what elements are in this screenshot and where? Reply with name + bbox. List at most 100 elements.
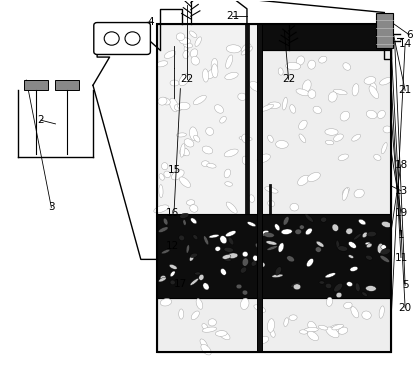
Ellipse shape [191, 218, 197, 224]
Bar [158, 24, 259, 214]
Ellipse shape [378, 243, 383, 253]
Circle shape [104, 32, 119, 45]
Ellipse shape [242, 258, 248, 266]
Ellipse shape [225, 182, 233, 186]
Ellipse shape [176, 33, 185, 41]
Ellipse shape [283, 217, 289, 225]
Ellipse shape [189, 31, 197, 38]
Ellipse shape [186, 245, 189, 253]
Ellipse shape [352, 84, 359, 96]
Ellipse shape [308, 331, 318, 341]
Ellipse shape [208, 319, 216, 326]
Text: 12: 12 [166, 241, 178, 251]
Ellipse shape [242, 290, 248, 295]
Ellipse shape [321, 217, 327, 222]
Text: 1: 1 [398, 230, 404, 240]
Ellipse shape [334, 89, 347, 95]
Ellipse shape [222, 255, 231, 259]
Ellipse shape [334, 134, 343, 141]
Ellipse shape [179, 309, 184, 319]
Ellipse shape [296, 89, 310, 96]
Ellipse shape [266, 241, 277, 245]
Ellipse shape [193, 234, 198, 240]
Ellipse shape [251, 261, 257, 266]
Ellipse shape [379, 306, 384, 318]
Ellipse shape [170, 98, 178, 112]
Ellipse shape [325, 273, 336, 278]
Ellipse shape [159, 174, 164, 180]
Ellipse shape [276, 141, 288, 148]
Ellipse shape [257, 154, 270, 163]
Ellipse shape [299, 120, 307, 130]
Ellipse shape [226, 202, 237, 213]
Ellipse shape [281, 229, 292, 234]
Ellipse shape [201, 344, 211, 355]
Ellipse shape [308, 90, 316, 98]
Ellipse shape [211, 58, 217, 71]
Ellipse shape [160, 298, 172, 306]
Ellipse shape [290, 203, 299, 211]
Ellipse shape [241, 267, 247, 273]
Text: 21: 21 [398, 86, 412, 95]
Text: 2: 2 [38, 115, 44, 125]
Ellipse shape [342, 188, 349, 195]
Ellipse shape [170, 80, 179, 86]
Ellipse shape [326, 283, 332, 288]
Ellipse shape [352, 134, 361, 141]
Ellipse shape [366, 286, 376, 291]
Ellipse shape [349, 242, 356, 248]
Ellipse shape [336, 292, 342, 298]
Ellipse shape [220, 269, 226, 275]
Ellipse shape [268, 135, 273, 142]
Ellipse shape [202, 69, 209, 82]
Ellipse shape [381, 245, 386, 249]
Ellipse shape [268, 102, 281, 109]
Text: 22: 22 [180, 74, 193, 85]
Ellipse shape [247, 222, 256, 227]
Ellipse shape [249, 82, 262, 91]
Text: 17: 17 [174, 279, 187, 288]
Ellipse shape [223, 257, 231, 261]
Ellipse shape [259, 262, 265, 267]
Ellipse shape [378, 110, 385, 119]
Ellipse shape [191, 56, 199, 65]
Ellipse shape [176, 133, 186, 137]
Ellipse shape [215, 246, 220, 251]
Ellipse shape [228, 237, 234, 245]
Ellipse shape [255, 243, 261, 249]
Ellipse shape [362, 232, 367, 237]
Ellipse shape [164, 51, 176, 58]
Ellipse shape [238, 93, 246, 101]
Ellipse shape [189, 255, 194, 261]
Ellipse shape [268, 200, 275, 206]
Text: 16: 16 [166, 208, 178, 218]
Ellipse shape [160, 276, 166, 280]
Ellipse shape [182, 148, 189, 156]
Circle shape [125, 32, 140, 45]
Ellipse shape [224, 149, 238, 157]
Ellipse shape [259, 336, 269, 343]
Ellipse shape [189, 127, 198, 141]
Ellipse shape [195, 272, 201, 275]
Ellipse shape [380, 77, 392, 85]
Ellipse shape [178, 102, 190, 110]
Ellipse shape [225, 231, 236, 237]
Ellipse shape [190, 205, 198, 212]
Ellipse shape [366, 110, 377, 119]
Bar [257, 24, 262, 352]
Ellipse shape [316, 241, 324, 247]
Ellipse shape [179, 235, 184, 240]
Ellipse shape [366, 255, 372, 260]
Ellipse shape [359, 219, 366, 225]
Ellipse shape [347, 282, 352, 286]
Bar [259, 50, 391, 214]
Ellipse shape [202, 161, 210, 167]
Ellipse shape [354, 189, 364, 198]
Ellipse shape [206, 128, 214, 135]
Ellipse shape [365, 242, 370, 245]
Bar [158, 24, 391, 352]
Ellipse shape [260, 230, 269, 236]
Ellipse shape [275, 267, 282, 275]
Ellipse shape [180, 213, 189, 218]
Ellipse shape [249, 195, 254, 202]
